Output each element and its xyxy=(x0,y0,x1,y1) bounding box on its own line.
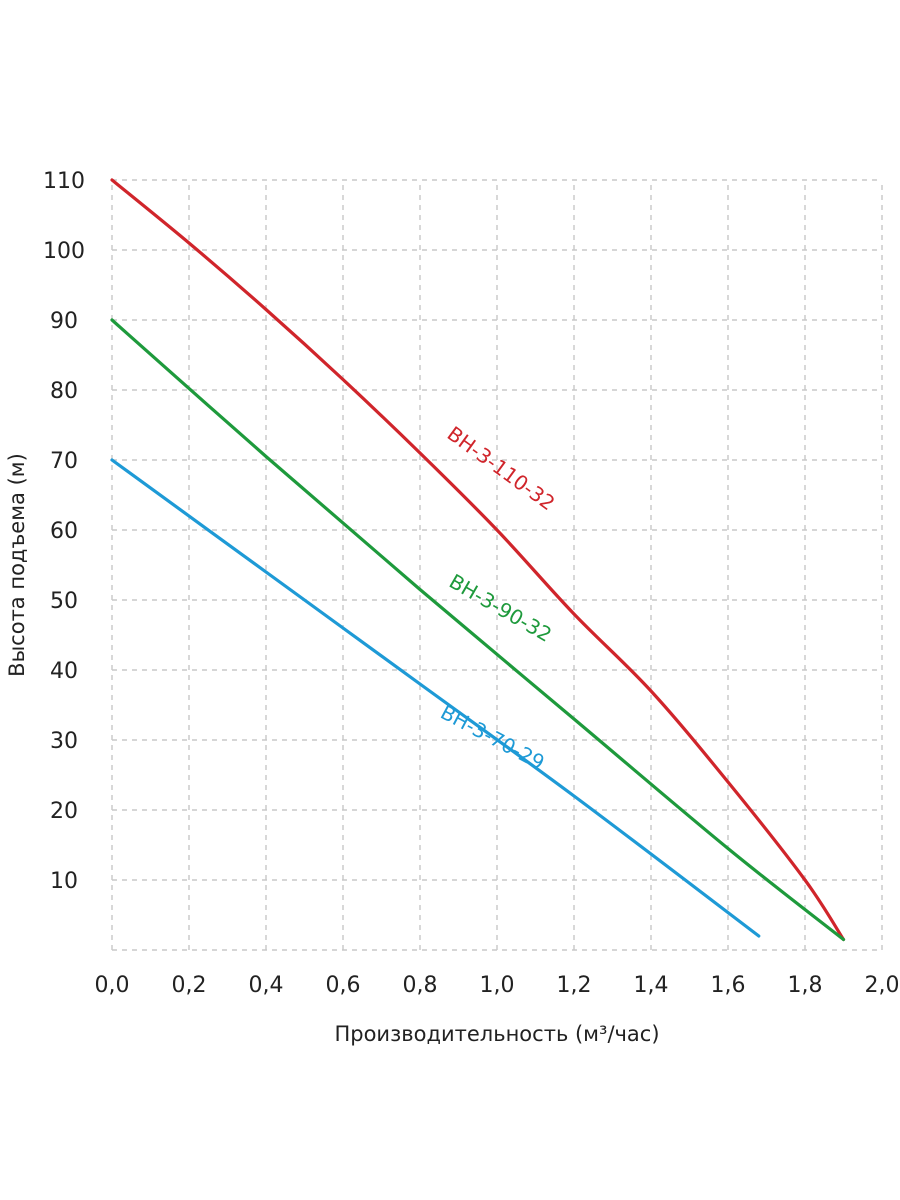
x-tick-labels: 0,0 0,2 0,4 0,6 0,8 1,0 1,2 1,4 1,6 1,8 2,0 xyxy=(95,973,900,998)
x-tick-label: 0,2 xyxy=(172,973,207,998)
grid xyxy=(111,179,883,951)
x-tick-label: 1,4 xyxy=(634,973,669,998)
x-tick-label: 1,0 xyxy=(480,973,515,998)
x-tick-label: 2,0 xyxy=(865,973,900,998)
y-tick-label: 110 xyxy=(43,169,85,194)
series-line-2 xyxy=(110,318,846,942)
y-tick-label: 90 xyxy=(50,309,78,334)
y-tick-label: 70 xyxy=(50,449,78,474)
series-line-1 xyxy=(110,178,846,942)
x-tick-label: 0,4 xyxy=(249,973,284,998)
x-tick-label: 0,8 xyxy=(403,973,438,998)
y-tick-label: 60 xyxy=(50,519,78,544)
y-tick-label: 30 xyxy=(50,729,78,754)
y-tick-label: 40 xyxy=(50,659,78,684)
y-tick-label: 100 xyxy=(43,239,85,264)
series-line-3 xyxy=(110,458,761,938)
series-label-1: ВН-3-110-32 xyxy=(443,421,560,515)
x-tick-label: 0,6 xyxy=(326,973,361,998)
x-tick-label: 1,8 xyxy=(788,973,823,998)
y-tick-label: 20 xyxy=(50,799,78,824)
x-tick-label: 0,0 xyxy=(95,973,130,998)
y-tick-label: 80 xyxy=(50,379,78,404)
y-tick-label: 50 xyxy=(50,589,78,614)
x-tick-label: 1,6 xyxy=(711,973,746,998)
series-annotations: ВН-3-110-32 ВН-3-90-32 ВН-3-70-29 xyxy=(437,421,560,774)
series-lines xyxy=(110,178,846,942)
y-tick-labels: 10 20 30 40 50 60 70 80 90 100 110 xyxy=(43,169,85,894)
series-label-2: ВН-3-90-32 xyxy=(445,569,556,647)
y-tick-label: 10 xyxy=(50,869,78,894)
x-axis-label: Производительность (м³/час) xyxy=(334,1022,659,1046)
y-axis-label: Высота подъема (м) xyxy=(5,453,29,677)
x-tick-label: 1,2 xyxy=(557,973,592,998)
series-label-3: ВН-3-70-29 xyxy=(437,700,549,775)
